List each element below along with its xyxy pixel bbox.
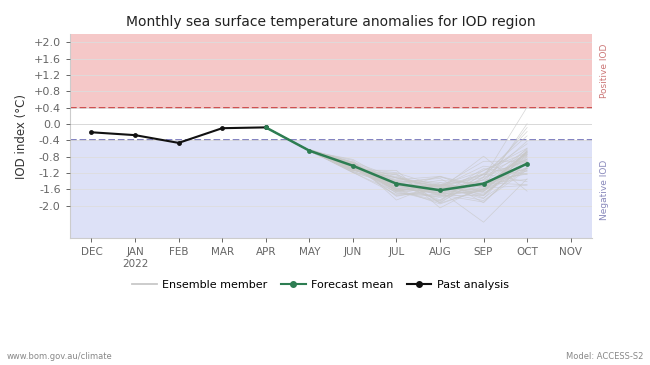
Text: www.bom.gov.au/climate: www.bom.gov.au/climate: [6, 351, 112, 361]
Text: Model: ACCESS-S2: Model: ACCESS-S2: [566, 351, 644, 361]
Text: Negative IOD: Negative IOD: [601, 159, 609, 219]
Title: Monthly sea surface temperature anomalies for IOD region: Monthly sea surface temperature anomalie…: [126, 15, 536, 29]
Bar: [70, 34, 592, 108]
Text: Positive IOD: Positive IOD: [601, 44, 609, 98]
Legend: Ensemble member, Forecast mean, Past analysis: Ensemble member, Forecast mean, Past ana…: [128, 275, 514, 294]
Y-axis label: IOD index (°C): IOD index (°C): [15, 94, 28, 179]
Bar: [70, 141, 592, 238]
